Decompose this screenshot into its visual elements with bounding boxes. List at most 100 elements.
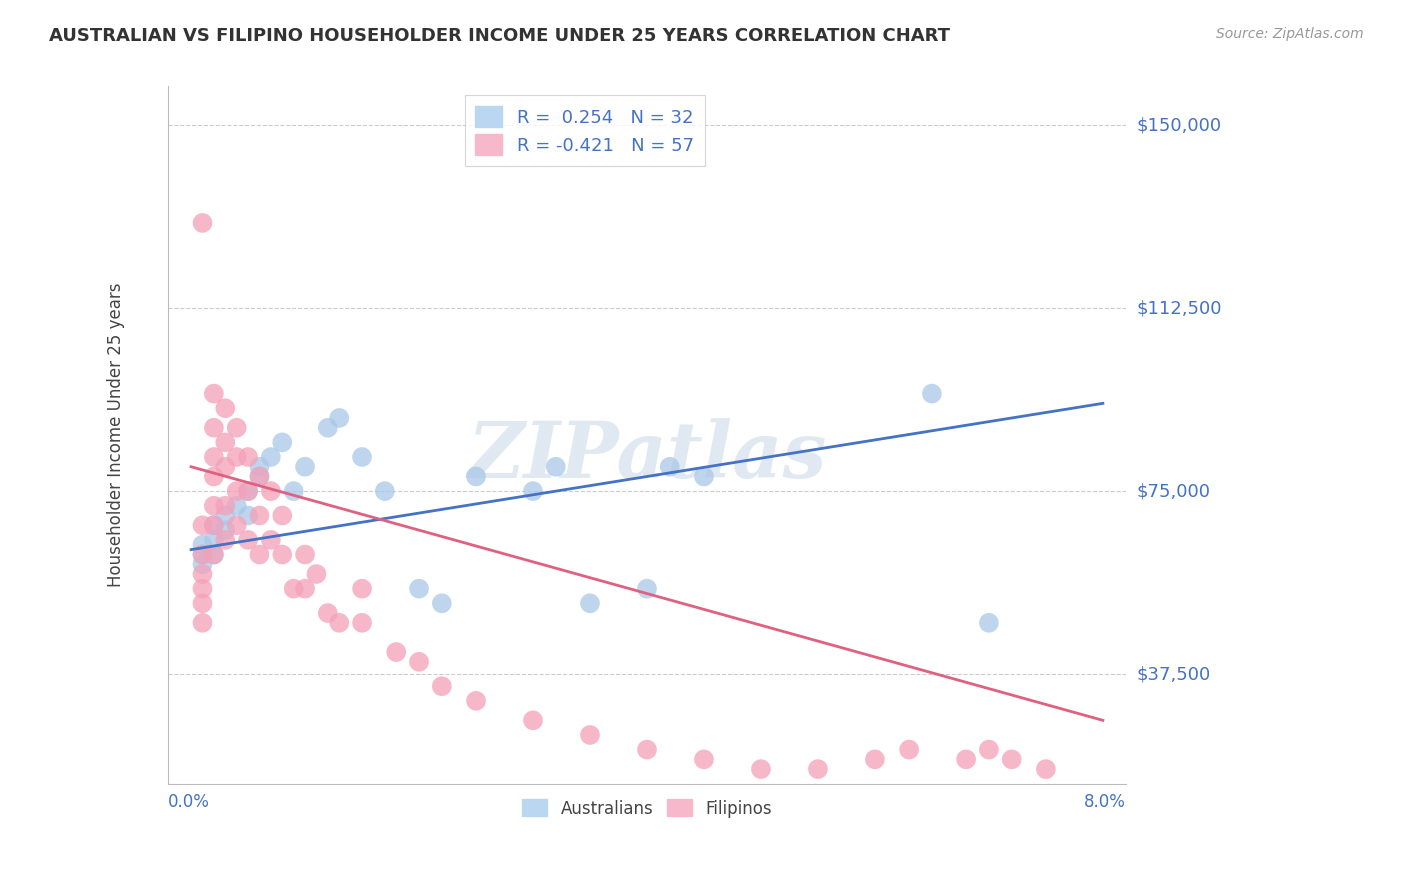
Point (579, 728, 602, 742)
Point (374, 484, 396, 499)
Point (294, 548, 316, 562)
Point (202, 548, 225, 562)
Point (191, 518, 214, 533)
Point (260, 450, 283, 464)
Point (214, 523, 236, 537)
Point (977, 742, 1000, 756)
Point (214, 533, 236, 547)
Point (260, 484, 283, 499)
Point (236, 533, 259, 547)
Point (693, 752, 716, 766)
Point (191, 548, 214, 562)
Point (225, 421, 247, 435)
Point (283, 582, 305, 596)
Point (202, 548, 225, 562)
Point (465, 694, 488, 708)
Point (191, 567, 214, 582)
Point (202, 518, 225, 533)
Point (236, 508, 259, 523)
Text: 8.0%: 8.0% (1084, 794, 1126, 812)
Point (352, 615, 374, 630)
Point (225, 484, 247, 499)
Point (225, 499, 247, 513)
Point (191, 596, 214, 610)
Point (636, 742, 658, 756)
Point (1035, 762, 1057, 776)
Point (749, 762, 772, 776)
Point (249, 508, 271, 523)
Text: $37,500: $37,500 (1137, 665, 1211, 683)
Point (328, 615, 350, 630)
Point (225, 450, 247, 464)
Point (202, 386, 225, 401)
Point (385, 645, 408, 659)
Point (544, 459, 567, 474)
Point (191, 216, 214, 230)
Text: 0.0%: 0.0% (169, 794, 209, 812)
Point (249, 469, 271, 483)
Point (214, 499, 236, 513)
Point (1001, 752, 1024, 766)
Point (214, 435, 236, 450)
Point (807, 762, 830, 776)
Point (236, 484, 259, 499)
Point (408, 582, 430, 596)
Point (693, 469, 716, 483)
Point (352, 582, 374, 596)
Point (316, 421, 339, 435)
Text: $150,000: $150,000 (1137, 116, 1222, 135)
Point (191, 538, 214, 552)
Point (236, 450, 259, 464)
Point (977, 615, 1000, 630)
Point (202, 518, 225, 533)
Point (522, 714, 544, 728)
Point (522, 484, 544, 499)
Point (202, 499, 225, 513)
Point (658, 459, 681, 474)
Point (863, 752, 886, 766)
Point (579, 596, 602, 610)
Point (636, 582, 658, 596)
Point (191, 582, 214, 596)
Point (249, 548, 271, 562)
Text: Source: ZipAtlas.com: Source: ZipAtlas.com (1216, 27, 1364, 41)
Point (921, 386, 943, 401)
Point (898, 742, 921, 756)
Point (214, 508, 236, 523)
Point (430, 596, 453, 610)
Point (225, 518, 247, 533)
Point (294, 459, 316, 474)
Point (271, 508, 294, 523)
Point (249, 469, 271, 483)
Point (305, 567, 328, 582)
Point (328, 411, 350, 425)
Point (430, 679, 453, 693)
Point (236, 484, 259, 499)
Point (191, 615, 214, 630)
Point (214, 459, 236, 474)
Point (260, 533, 283, 547)
Point (271, 548, 294, 562)
Text: Householder Income Under 25 years: Householder Income Under 25 years (107, 283, 125, 587)
Point (191, 558, 214, 572)
Point (316, 606, 339, 620)
Point (202, 450, 225, 464)
Point (249, 459, 271, 474)
Point (408, 655, 430, 669)
Text: $75,000: $75,000 (1137, 483, 1211, 500)
Text: AUSTRALIAN VS FILIPINO HOUSEHOLDER INCOME UNDER 25 YEARS CORRELATION CHART: AUSTRALIAN VS FILIPINO HOUSEHOLDER INCOM… (49, 27, 950, 45)
Point (271, 435, 294, 450)
Point (352, 450, 374, 464)
Point (202, 469, 225, 483)
Legend: Australians, Filipinos: Australians, Filipinos (516, 793, 779, 824)
Point (294, 582, 316, 596)
Point (283, 484, 305, 499)
Point (202, 421, 225, 435)
Point (191, 548, 214, 562)
Point (202, 533, 225, 547)
Point (214, 401, 236, 416)
Text: $112,500: $112,500 (1137, 299, 1222, 318)
Text: ZIPatlas: ZIPatlas (467, 417, 827, 494)
Point (955, 752, 977, 766)
Point (465, 469, 488, 483)
